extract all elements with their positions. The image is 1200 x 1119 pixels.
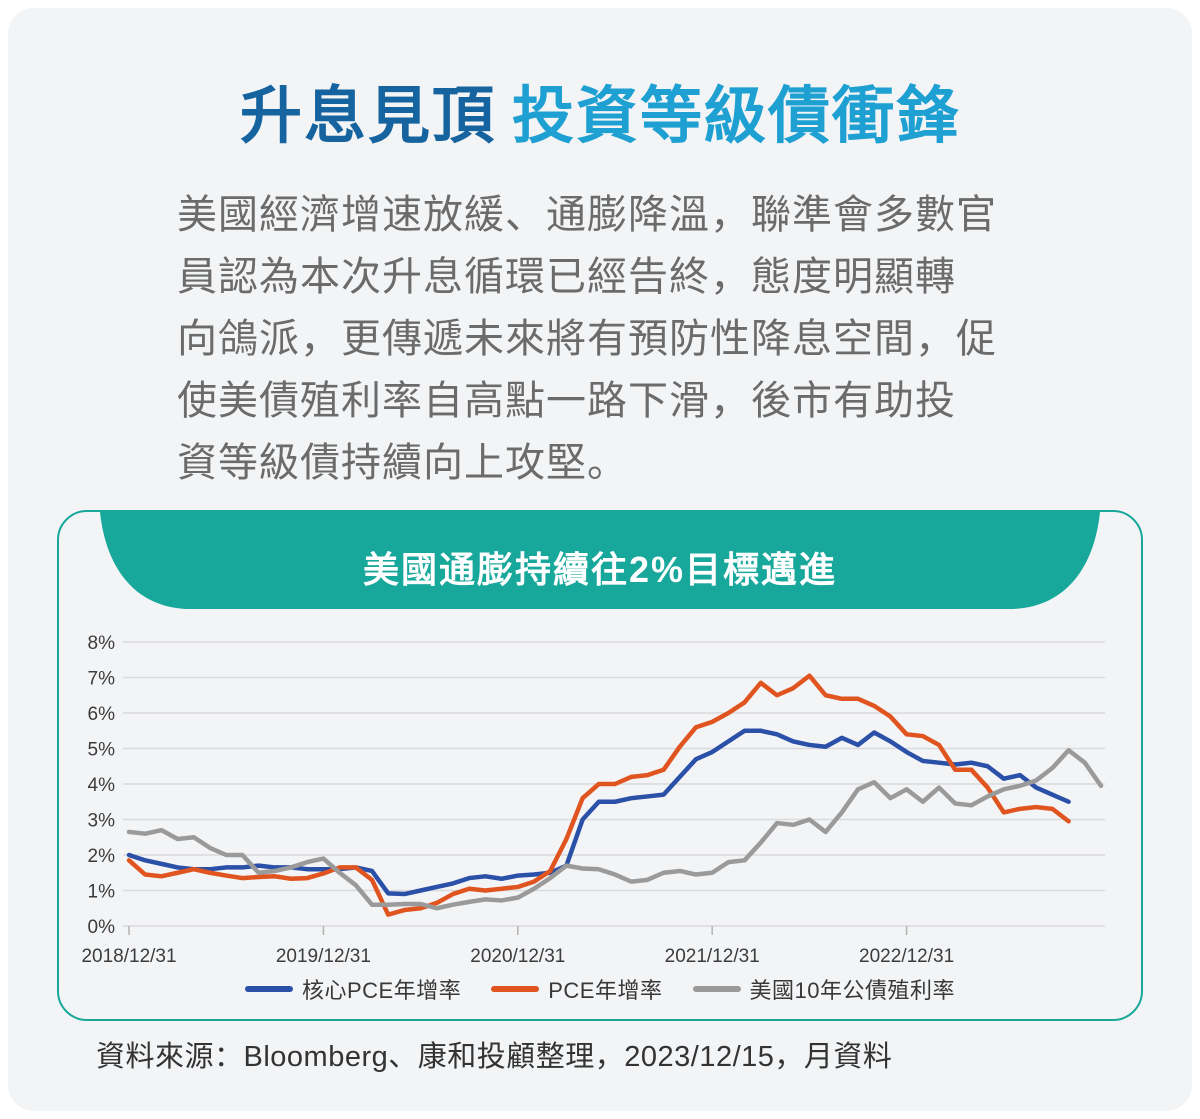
legend-label: 美國10年公債殖利率 bbox=[749, 977, 955, 1003]
svg-text:2%: 2% bbox=[88, 846, 116, 867]
legend-label: PCE年增率 bbox=[548, 977, 663, 1003]
us10y-line-swatch bbox=[692, 985, 741, 992]
paragraph-line: 員認為本次升息循環已經告終，態度明顯轉 bbox=[177, 254, 956, 299]
data-source-note: 資料來源：Bloomberg、康和投顧整理，2023/12/15，月資料 bbox=[96, 1040, 893, 1073]
legend-item-core-pce: 核心PCE年增率 bbox=[245, 973, 461, 1005]
svg-text:2018/12/31: 2018/12/31 bbox=[81, 946, 176, 967]
svg-text:6%: 6% bbox=[88, 704, 116, 725]
svg-text:2020/12/31: 2020/12/31 bbox=[470, 946, 565, 967]
svg-text:2022/12/31: 2022/12/31 bbox=[859, 946, 954, 967]
inflation-line-chart: 0% 1% 2% 3% 4% 5% 6% 7% 8% 2018/12/31 2019/12/31 20… bbox=[81, 633, 1105, 967]
svg-text:7%: 7% bbox=[88, 668, 116, 689]
paragraph-line: 資等級債持續向上攻堅。 bbox=[177, 440, 628, 485]
paragraph-line: 向鴿派，更傳遞未來將有預防性降息空間，促 bbox=[177, 316, 997, 361]
svg-text:2019/12/31: 2019/12/31 bbox=[276, 946, 371, 967]
chart-plot-area: 0% 1% 2% 3% 4% 5% 6% 7% 8% 2018/12/31 2019/12/31 20… bbox=[59, 612, 1141, 974]
svg-text:4%: 4% bbox=[88, 775, 116, 796]
intro-paragraph: 美國經濟增速放緩、通膨降溫，聯準會多數官 員認為本次升息循環已經告終，態度明顯轉… bbox=[177, 184, 1023, 494]
legend-label: 核心PCE年增率 bbox=[302, 977, 462, 1003]
chart-title: 美國通膨持續往2%目標邁進 bbox=[362, 548, 838, 590]
title-primary: 升息見頂 bbox=[239, 82, 496, 151]
chart-card: 美國通膨持續往2%目標邁進 0% 1% 2% 3% 4% 5% 6% 7% 8% 2018/12/… bbox=[57, 509, 1143, 1021]
paragraph-line: 美國經濟增速放緩、通膨降溫，聯準會多數官 bbox=[177, 192, 997, 237]
legend-item-us10y: 美國10年公債殖利率 bbox=[692, 973, 955, 1005]
core-pce-line-swatch bbox=[245, 985, 293, 992]
legend-item-pce: PCE年增率 bbox=[491, 973, 662, 1005]
page-background: 升息見頂 投資等級債衝鋒 美國經濟增速放緩、通膨降溫，聯準會多數官 員認為本次升息… bbox=[8, 8, 1192, 1111]
svg-text:8%: 8% bbox=[88, 633, 116, 654]
banner-shape bbox=[100, 511, 1100, 609]
title-secondary: 投資等級債衝鋒 bbox=[512, 82, 961, 151]
pce-line-swatch bbox=[491, 985, 540, 992]
svg-text:2021/12/31: 2021/12/31 bbox=[665, 946, 760, 967]
svg-text:1%: 1% bbox=[88, 881, 116, 902]
page-title: 升息見頂 投資等級債衝鋒 bbox=[8, 78, 1192, 156]
chart-legend: 核心PCE年增率 PCE年增率 美國10年公債殖利率 bbox=[59, 973, 1141, 1005]
svg-text:3%: 3% bbox=[88, 810, 116, 831]
paragraph-line: 使美債殖利率自高點一路下滑，後市有助投 bbox=[177, 378, 956, 423]
svg-text:5%: 5% bbox=[88, 739, 116, 760]
svg-text:0%: 0% bbox=[88, 917, 116, 938]
